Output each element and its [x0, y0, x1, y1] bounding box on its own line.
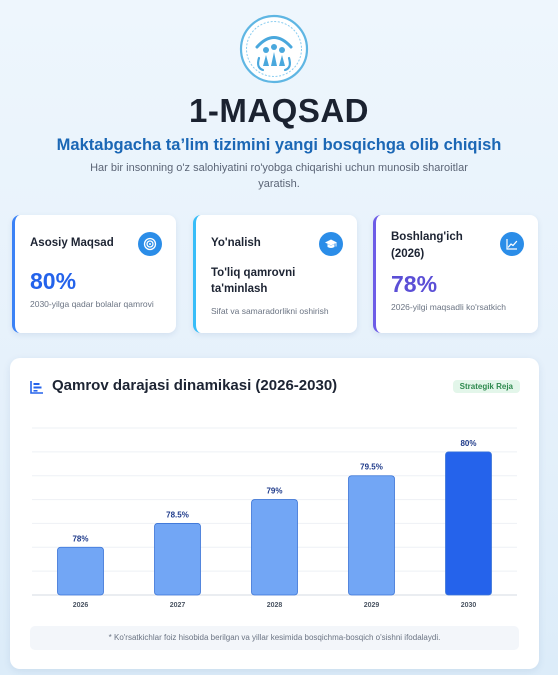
bar-chart: 78% 2026 78.5% 2027 79% 2028 79.5% 2029 80% 2030 — [32, 427, 517, 609]
card-title: Boshlang'ich (2026) — [391, 231, 463, 260]
card-title: Asosiy Maqsad — [30, 237, 114, 249]
x-tick-2026: 2026 — [73, 602, 89, 609]
card-value: To'liq qamrovni ta'minlash — [211, 267, 296, 295]
graduation-cap-icon — [319, 232, 343, 256]
x-tick-2028: 2028 — [267, 602, 283, 609]
target-icon — [138, 232, 162, 256]
x-tick-2029: 2029 — [364, 602, 380, 609]
card-title: Yo'nalish — [211, 237, 261, 249]
card-value: 78% — [391, 271, 438, 297]
x-tick-2030: 2030 — [461, 602, 477, 609]
card-direction: Yo'nalish To'liq qamrovni ta'minlash Sif… — [193, 215, 357, 333]
data-label-2029: 79.5% — [360, 463, 383, 472]
bar-2030 — [445, 451, 492, 596]
card-value: 80% — [30, 268, 77, 294]
kindergarten-emblem-icon — [239, 14, 309, 84]
line-chart-icon — [500, 232, 524, 256]
data-label-2030: 80% — [460, 439, 476, 448]
card-main-goal: Asosiy Maqsad 80% 2030-yilga qadar bolal… — [12, 215, 176, 333]
page-description: Har bir insonning o'z salohiyatini ro'yo… — [90, 162, 468, 190]
bar-2026 — [57, 546, 104, 596]
data-label-2028: 79% — [266, 487, 282, 496]
data-label-2026: 78% — [72, 534, 88, 543]
card-note: Sifat va samaradorlikni oshirish — [211, 306, 329, 316]
page-title: 1-MAQSAD — [188, 92, 369, 129]
chart-title: Qamrov darajasi dinamikasi (2026-2030) — [52, 377, 338, 394]
data-label-2027: 78.5% — [166, 510, 189, 519]
x-tick-2027: 2027 — [170, 602, 186, 609]
card-note: 2026-yilgi maqsadli ko'rsatkich — [391, 302, 507, 312]
bar-2027 — [154, 523, 201, 596]
card-baseline: Boshlang'ich (2026) 78% 2026-yilgi maqsa… — [373, 215, 538, 333]
strategic-plan-badge: Strategik Reja — [452, 380, 520, 393]
bar-2028 — [251, 499, 298, 596]
chart-card: Qamrov darajasi dinamikasi (2026-2030) S… — [10, 358, 539, 669]
bar-2029 — [348, 475, 395, 596]
card-note: 2030-yilga qadar bolalar qamrovi — [30, 299, 154, 309]
chart-footnote: * Ko'rsatkichlar foiz hisobida berilgan … — [30, 626, 519, 650]
page-subtitle: Maktabgacha ta’lim tizimini yangi bosqic… — [56, 136, 502, 154]
bar-chart-icon — [30, 381, 43, 394]
